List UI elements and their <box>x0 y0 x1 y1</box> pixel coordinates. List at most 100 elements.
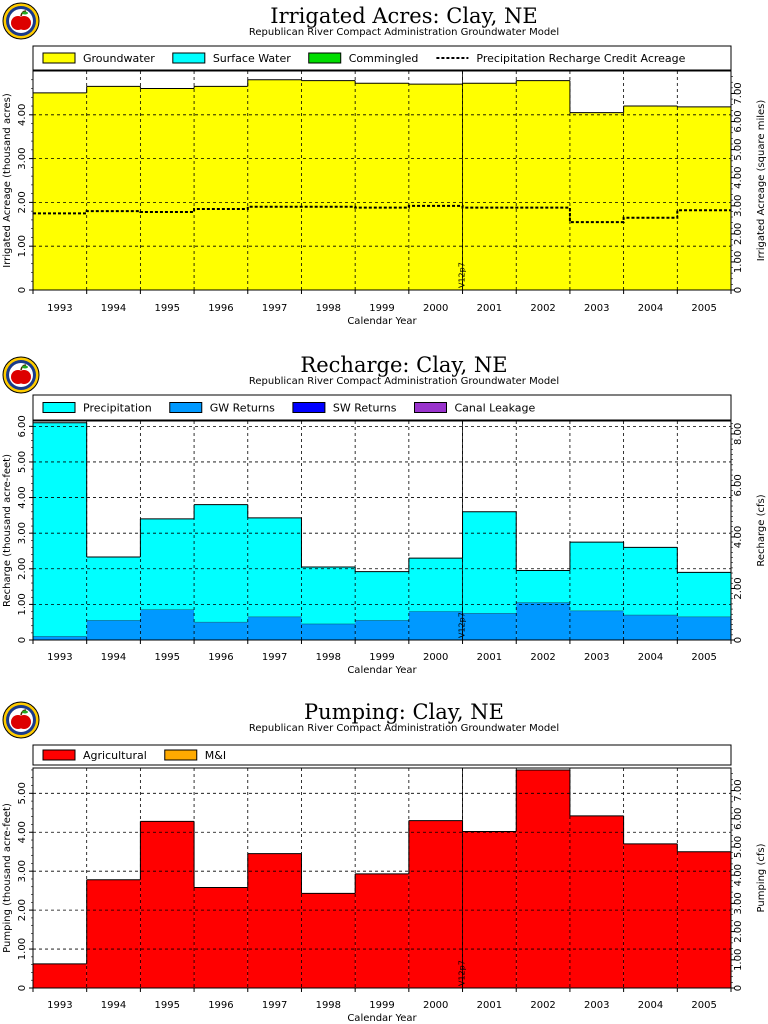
bar <box>677 616 731 640</box>
annotation-label: V12p7 <box>458 960 467 986</box>
y-tick-label: 4.00 <box>17 486 28 508</box>
x-tick-label: 1997 <box>262 652 287 663</box>
x-tick-label: 1999 <box>369 303 394 314</box>
x-tick-label: 2003 <box>584 1000 609 1011</box>
y-right-tick-label: 1.00 <box>733 949 744 971</box>
x-tick-label: 2004 <box>638 303 663 314</box>
x-tick-label: 2004 <box>638 1000 663 1011</box>
x-tick-label: 2005 <box>691 1000 716 1011</box>
bar <box>301 623 356 640</box>
bar <box>516 80 570 290</box>
bar <box>140 518 195 610</box>
bar <box>33 963 87 988</box>
legend-swatch <box>42 402 76 413</box>
x-tick-label: 2003 <box>584 303 609 314</box>
x-axis-label: Calendar Year <box>347 1013 417 1024</box>
y-right-tick-label: 0 <box>733 985 744 991</box>
y-tick-label: 2.00 <box>17 899 28 921</box>
y-right-tick-label: 4.00 <box>733 167 744 189</box>
chart-subtitle: Republican River Compact Administration … <box>249 27 559 38</box>
x-tick-label: 2003 <box>584 652 609 663</box>
bar <box>569 112 624 290</box>
x-tick-label: 2000 <box>423 1000 448 1011</box>
y-axis-right-label: Irrigated Acreage (square miles) <box>756 100 767 262</box>
chart-title: Recharge: Clay, NE <box>300 353 507 377</box>
bar <box>355 620 409 640</box>
x-tick-label: 2001 <box>477 1000 502 1011</box>
x-axis-label: Calendar Year <box>347 316 417 327</box>
bar <box>569 815 624 988</box>
x-tick-label: 1995 <box>155 652 180 663</box>
x-tick-label: 1993 <box>47 652 72 663</box>
legend-swatch <box>164 749 198 761</box>
x-tick-label: 2004 <box>638 652 663 663</box>
bar <box>355 873 409 988</box>
legend-swatch <box>292 402 326 413</box>
y-axis-label: Recharge (thousand acre-feet) <box>2 454 13 607</box>
y-axis-right-label: Pumping (cfs) <box>756 843 767 912</box>
y-tick-label: 1.00 <box>17 235 28 257</box>
bar <box>355 83 409 290</box>
bar <box>462 511 517 614</box>
bar <box>86 620 141 640</box>
x-tick-label: 2000 <box>423 652 448 663</box>
bar <box>140 609 195 640</box>
bar <box>516 570 570 603</box>
y-axis-label: Pumping (thousand acre-feet) <box>2 803 13 953</box>
y-tick-label: 2.00 <box>17 558 28 580</box>
y-right-tick-label: 0 <box>733 637 744 643</box>
bar <box>408 820 463 988</box>
legend-swatch <box>172 52 206 64</box>
y-right-tick-label: 2.00 <box>733 223 744 245</box>
x-tick-label: 1999 <box>369 1000 394 1011</box>
apple-logo-icon <box>2 356 40 394</box>
apple-logo-icon <box>2 2 40 40</box>
x-tick-label: 2002 <box>530 1000 555 1011</box>
x-tick-label: 1999 <box>369 652 394 663</box>
legend-entry: Precipitation Recharge Credit Acreage <box>476 52 685 65</box>
bar <box>355 571 409 621</box>
x-tick-label: 1998 <box>316 652 341 663</box>
x-tick-label: 2002 <box>530 303 555 314</box>
plot-frame <box>32 767 732 989</box>
legend-box <box>32 45 732 71</box>
bar <box>33 636 87 640</box>
bar <box>301 567 356 624</box>
bar <box>247 517 302 617</box>
y-right-tick-label: 2.00 <box>733 920 744 942</box>
chart-subtitle: Republican River Compact Administration … <box>249 723 559 734</box>
bar <box>86 557 141 621</box>
bar <box>677 106 731 290</box>
bar <box>301 80 356 290</box>
y-right-tick-label: 6.00 <box>733 474 744 496</box>
x-tick-label: 1995 <box>155 1000 180 1011</box>
y-tick-label: 4.00 <box>17 821 28 843</box>
bar <box>33 422 87 637</box>
bar <box>194 86 248 290</box>
legend-entry: Canal Leakage <box>455 402 536 415</box>
bar <box>462 83 517 290</box>
y-tick-label: 5.00 <box>17 782 28 804</box>
x-tick-label: 2005 <box>691 303 716 314</box>
recharge-panel: Recharge: Clay, NE Republican River Compa… <box>0 350 768 692</box>
legend-entry: Precipitation <box>83 402 152 415</box>
y-right-tick-label: 4.00 <box>733 526 744 548</box>
y-right-tick-label: 4.00 <box>733 864 744 886</box>
plot-frame <box>32 70 732 291</box>
y-tick-label: 3.00 <box>17 860 28 882</box>
pumping-panel: Pumping: Clay, NE Republican River Compac… <box>0 697 768 1024</box>
annotation-label: V12p7 <box>458 262 467 288</box>
bar <box>408 84 463 290</box>
y-tick-label: 3.00 <box>17 522 28 544</box>
y-tick-label: 5.00 <box>17 451 28 473</box>
bar <box>194 504 248 623</box>
irrigated-acres-panel: Irrigated Acres: Clay, NE Republican Rive… <box>0 0 768 342</box>
apple-logo-icon <box>2 701 40 739</box>
y-tick-label: 6.00 <box>17 415 28 437</box>
plot-frame <box>32 420 732 641</box>
y-right-tick-label: 7.00 <box>733 82 744 104</box>
legend-entry: Surface Water <box>213 52 291 65</box>
x-tick-label: 2002 <box>530 652 555 663</box>
y-tick-label: 0 <box>17 287 28 293</box>
bar <box>677 572 731 617</box>
